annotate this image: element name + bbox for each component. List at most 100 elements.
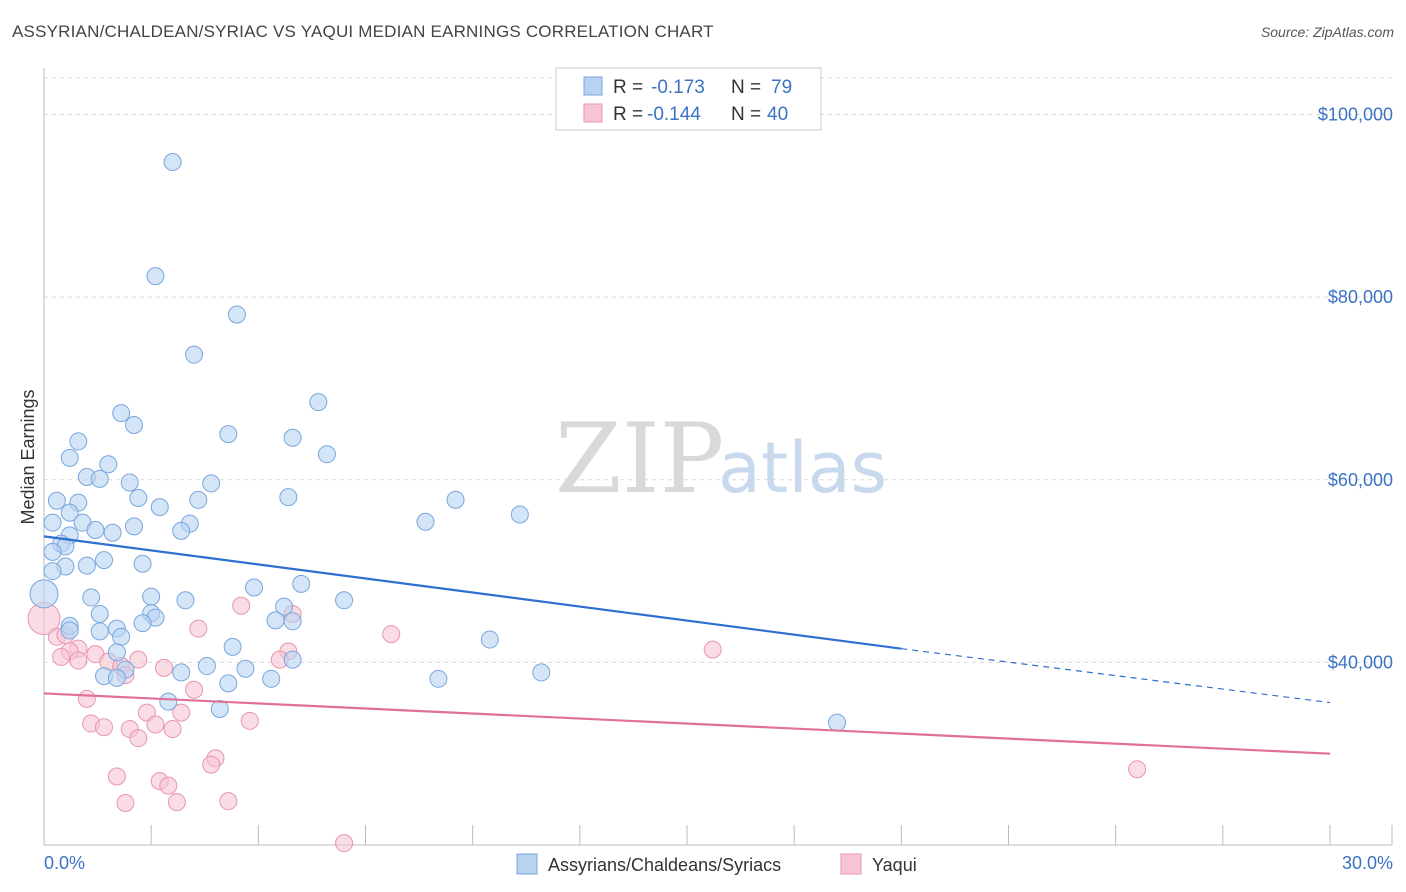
assyrian-point	[279, 488, 298, 507]
assyrian-point	[309, 393, 328, 412]
assyrian-point	[416, 512, 435, 531]
assyrian-point	[292, 574, 311, 593]
assyrian-point	[77, 556, 96, 575]
yaqui-point	[77, 689, 96, 708]
assyrian-point	[29, 579, 59, 609]
legend-swatch-assyrian	[583, 76, 603, 96]
assyrian-point	[172, 521, 191, 540]
yaqui-point	[107, 767, 126, 786]
legend-n-value-2: 40	[767, 104, 788, 125]
assyrian-point	[480, 630, 499, 649]
assyrian-point	[90, 622, 109, 641]
assyrian-point	[112, 627, 131, 646]
assyrian-point	[335, 591, 354, 610]
assyrian-point	[60, 621, 79, 640]
bottom-legend-swatch-yaqui	[840, 853, 862, 875]
assyrian-point	[90, 469, 109, 488]
yaqui-point	[703, 640, 722, 659]
assyrian-point	[99, 455, 118, 474]
y-axis-title: Median Earnings	[18, 389, 38, 524]
assyrian-point	[43, 562, 62, 581]
legend-r-value-1: -0.173	[651, 77, 705, 98]
assyrian-point	[317, 445, 336, 464]
assyrian-point	[159, 692, 178, 711]
bottom-legend-label-assyrian: Assyrians/Chaldeans/Syriacs	[548, 855, 781, 875]
assyrian-point	[150, 498, 169, 517]
assyrian-point	[129, 489, 148, 508]
assyrian-point	[47, 491, 66, 510]
chart-source: Source: ZipAtlas.com	[1260, 24, 1394, 40]
bottom-legend-swatch-assyrian	[516, 853, 538, 875]
assyrian-point	[163, 153, 182, 172]
assyrian-point	[43, 513, 62, 532]
assyrian-point	[283, 612, 302, 631]
assyrian-point	[43, 542, 62, 561]
assyrian-point	[125, 517, 144, 536]
yaqui-point	[202, 755, 221, 774]
yaqui-trend-line	[43, 692, 1331, 755]
assyrian-trend-line-extrapolated	[901, 648, 1331, 704]
y-tick-label-0: $40,000	[1328, 652, 1393, 672]
grid-layer	[44, 77, 1392, 663]
assyrian-point	[103, 523, 122, 542]
assyrian-point	[146, 267, 165, 286]
yaqui-point	[95, 718, 114, 737]
yaqui-point	[163, 720, 182, 739]
assyrian-point	[176, 591, 195, 610]
watermark: ZIP atlas	[555, 403, 887, 515]
bottom-legend: Assyrians/Chaldeans/Syriacs Yaqui	[516, 853, 917, 875]
assyrian-point	[60, 503, 79, 522]
yaqui-point	[155, 658, 174, 677]
assyrian-point	[283, 428, 302, 447]
chart-title: ASSYRIAN/CHALDEAN/SYRIAC VS YAQUI MEDIAN…	[12, 22, 714, 41]
assyrian-point	[227, 305, 246, 324]
yaqui-point	[69, 651, 88, 670]
assyrian-point	[172, 663, 191, 682]
assyrian-point	[532, 663, 551, 682]
assyrian-point	[197, 657, 216, 676]
assyrian-point	[120, 473, 139, 492]
assyrian-trend-line	[43, 535, 902, 650]
legend-swatch-yaqui	[583, 103, 603, 123]
yaqui-point	[129, 729, 148, 748]
yaqui-points	[27, 596, 1147, 853]
yaqui-point	[185, 680, 204, 699]
legend-r-label-1: R =	[613, 77, 643, 98]
assyrian-point	[510, 505, 529, 524]
yaqui-point	[52, 647, 71, 666]
watermark-zip: ZIP	[555, 403, 724, 515]
assyrian-point	[210, 699, 229, 718]
yaqui-point	[129, 650, 148, 669]
legend-r-value-2: -0.144	[647, 104, 701, 125]
y-tick-label-3: $100,000	[1318, 105, 1393, 125]
assyrian-point	[69, 432, 88, 451]
assyrian-points	[29, 153, 847, 732]
assyrian-point	[189, 490, 208, 509]
assyrian-point	[125, 415, 144, 434]
yaqui-point	[382, 625, 401, 644]
assyrian-point	[95, 551, 114, 570]
yaqui-point	[116, 793, 135, 812]
yaqui-point	[167, 793, 186, 812]
legend-n-label-1: N =	[731, 77, 761, 98]
assyrian-point	[219, 425, 238, 444]
legend-n-value-1: 79	[771, 77, 792, 98]
assyrian-point	[275, 597, 294, 616]
assyrian-point	[236, 659, 255, 678]
assyrian-point	[283, 650, 302, 669]
assyrian-point	[446, 490, 465, 509]
assyrian-point	[86, 520, 105, 539]
assyrian-point	[142, 587, 161, 606]
yaqui-point	[219, 792, 238, 811]
assyrian-point	[82, 588, 101, 607]
assyrian-point	[107, 643, 126, 662]
axes-layer	[43, 68, 1393, 846]
x-tick-label-1: 30.0%	[1342, 853, 1393, 873]
assyrian-point	[185, 345, 204, 364]
assyrian-point	[219, 674, 238, 693]
yaqui-point	[172, 703, 191, 722]
legend-r-label-2: R =	[613, 104, 643, 125]
legend-n-label-2: N =	[731, 104, 761, 125]
yaqui-point	[146, 715, 165, 734]
